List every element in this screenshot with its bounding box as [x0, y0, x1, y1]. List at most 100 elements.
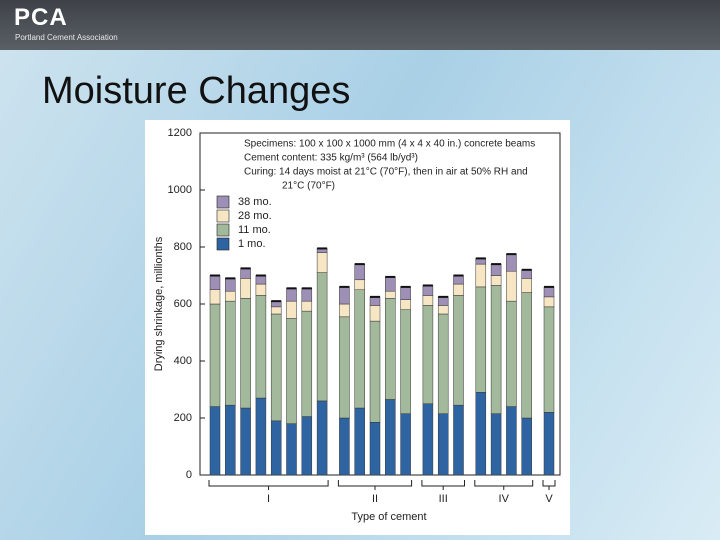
bar-segment	[316, 272, 328, 402]
bar-segment	[270, 306, 282, 315]
legend-swatch	[216, 209, 230, 223]
annotation: Cement content: 335 kg/m³ (564 lb/yd³)	[244, 153, 418, 164]
bar-segment	[339, 286, 350, 305]
bar-segment	[209, 303, 221, 407]
bar-segment	[453, 275, 464, 285]
bar-segment	[506, 406, 517, 476]
bar-segment	[437, 305, 449, 315]
bar-segment	[400, 309, 411, 414]
bar-segment	[422, 305, 434, 404]
bar-segment	[385, 290, 396, 299]
bar-segment	[339, 303, 350, 318]
bar-segment	[437, 313, 449, 414]
bar-segment	[453, 295, 464, 406]
bar-segment	[240, 268, 251, 279]
bar-segment	[301, 300, 313, 312]
bar-segment	[543, 286, 555, 298]
bar-segment	[301, 288, 313, 302]
annotation: Curing: 14 days moist at 21°C (70°F), th…	[244, 167, 528, 178]
bar-segment	[316, 400, 328, 476]
bar-segment	[209, 289, 221, 305]
bar-segment	[385, 399, 396, 476]
y-axis-label: Drying shrinkage, millionths	[153, 236, 165, 371]
group-bracket	[421, 480, 465, 490]
legend-label: 1 mo.	[238, 238, 266, 250]
bar-segment	[400, 413, 411, 476]
bar-segment	[490, 263, 502, 276]
bar-segment	[490, 285, 502, 414]
legend-label: 38 mo.	[238, 196, 272, 208]
bar-segment	[339, 417, 350, 476]
bar-segment	[255, 397, 267, 476]
bar-segment	[225, 290, 236, 302]
bar-segment	[270, 313, 282, 422]
bar-segment	[209, 275, 221, 290]
bar-segment	[475, 392, 487, 476]
bar-segment	[490, 413, 502, 476]
bar-segment	[270, 420, 282, 476]
bar-segment	[286, 288, 297, 302]
group-label: I	[267, 493, 270, 505]
legend-swatch	[216, 237, 230, 251]
bar-segment	[240, 278, 251, 299]
group-bracket	[337, 480, 413, 490]
annotation: 21°C (70°F)	[282, 181, 335, 192]
bar-segment	[400, 286, 411, 300]
group-bracket	[208, 480, 329, 490]
legend-swatch	[216, 223, 230, 237]
bar-segment	[369, 422, 381, 476]
bar-segment	[437, 413, 449, 476]
legend-label: 11 mo.	[238, 224, 271, 236]
y-tick-label: 1000	[168, 184, 192, 196]
bar-segment	[453, 404, 464, 476]
bar-segment	[422, 295, 434, 306]
organization: Portland Cement Association	[15, 33, 118, 42]
chart: Drying shrinkage, millionths Type of cem…	[145, 120, 570, 535]
legend-label: 28 mo.	[238, 210, 272, 222]
bar-segment	[422, 285, 434, 296]
y-tick-label: 1200	[168, 127, 192, 139]
bar-segment	[225, 278, 236, 292]
bar-segment	[521, 269, 532, 279]
bar-segment	[475, 263, 487, 288]
bar-segment	[354, 263, 365, 281]
bar-segment	[506, 300, 517, 407]
bar-segment	[453, 283, 464, 296]
bar-segment	[369, 305, 381, 322]
bar-segment	[286, 318, 297, 424]
bar-segment	[385, 298, 396, 400]
slide-title: Moisture Changes	[42, 70, 351, 112]
bar-segment	[543, 412, 555, 476]
bar-segment	[521, 292, 532, 419]
bar-segment	[490, 275, 502, 286]
bar-segment	[255, 283, 267, 296]
bar-segment	[301, 416, 313, 476]
bar-segment	[369, 320, 381, 423]
bar-segment	[506, 270, 517, 302]
y-tick-label: 800	[174, 241, 192, 253]
bar-segment	[521, 278, 532, 293]
bar-segment	[506, 253, 517, 272]
logo: PCA	[14, 4, 68, 31]
group-label: IV	[499, 493, 510, 505]
bar-segment	[255, 295, 267, 399]
bar-segment	[286, 300, 297, 319]
header-bar: PCA Portland Cement Association	[0, 0, 720, 50]
bar-segment	[225, 300, 236, 406]
legend-swatch	[216, 195, 230, 209]
bar-segment	[369, 296, 381, 306]
bar-segment	[354, 289, 365, 409]
x-axis-label: Type of cement	[351, 511, 426, 523]
bar-segment	[354, 407, 365, 476]
annotation: Specimens: 100 x 100 x 1000 mm (4 x 4 x …	[244, 139, 535, 150]
group-label: V	[545, 493, 553, 505]
group-label: III	[439, 493, 448, 505]
group-label: II	[372, 493, 378, 505]
bar-segment	[225, 404, 236, 476]
bar-segment	[209, 406, 221, 476]
bar-segment	[437, 296, 449, 306]
bar-segment	[240, 298, 251, 409]
group-bracket	[542, 480, 556, 490]
bar-segment	[255, 275, 267, 285]
